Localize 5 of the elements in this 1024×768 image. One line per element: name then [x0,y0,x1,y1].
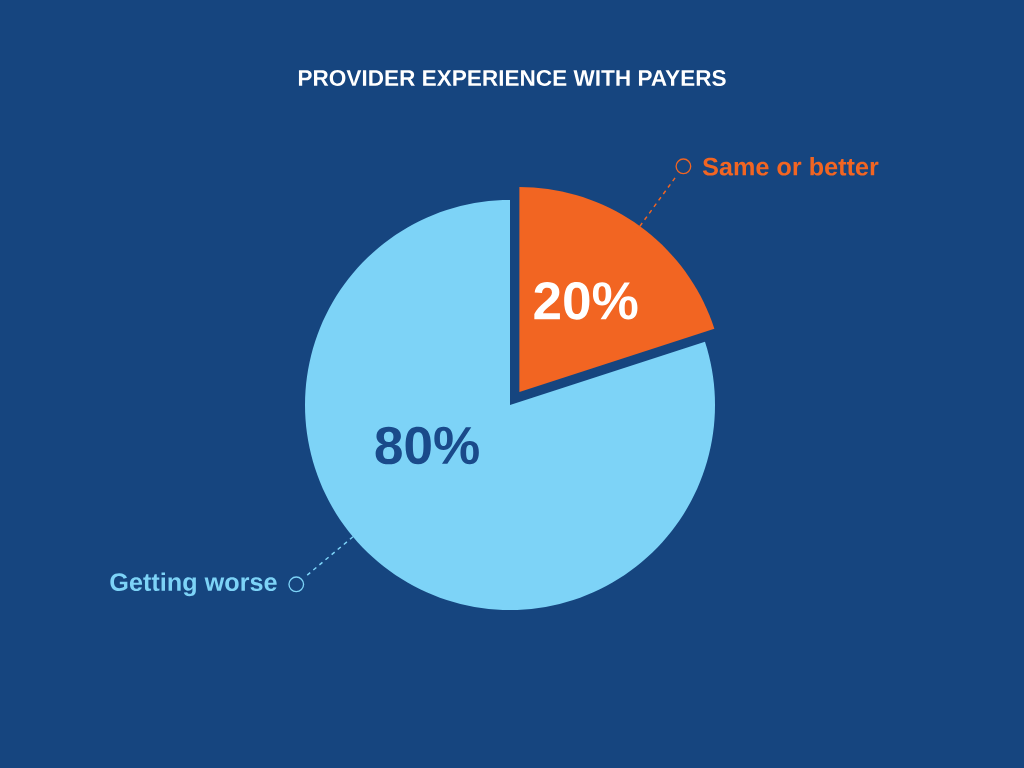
chart-title: PROVIDER EXPERIENCE WITH PAYERS [298,70,726,86]
data-label: 80% [375,426,479,465]
slice-label: Getting worse [110,572,277,597]
legend-label: Same or better [702,157,879,176]
data-label: 20% [534,282,638,320]
